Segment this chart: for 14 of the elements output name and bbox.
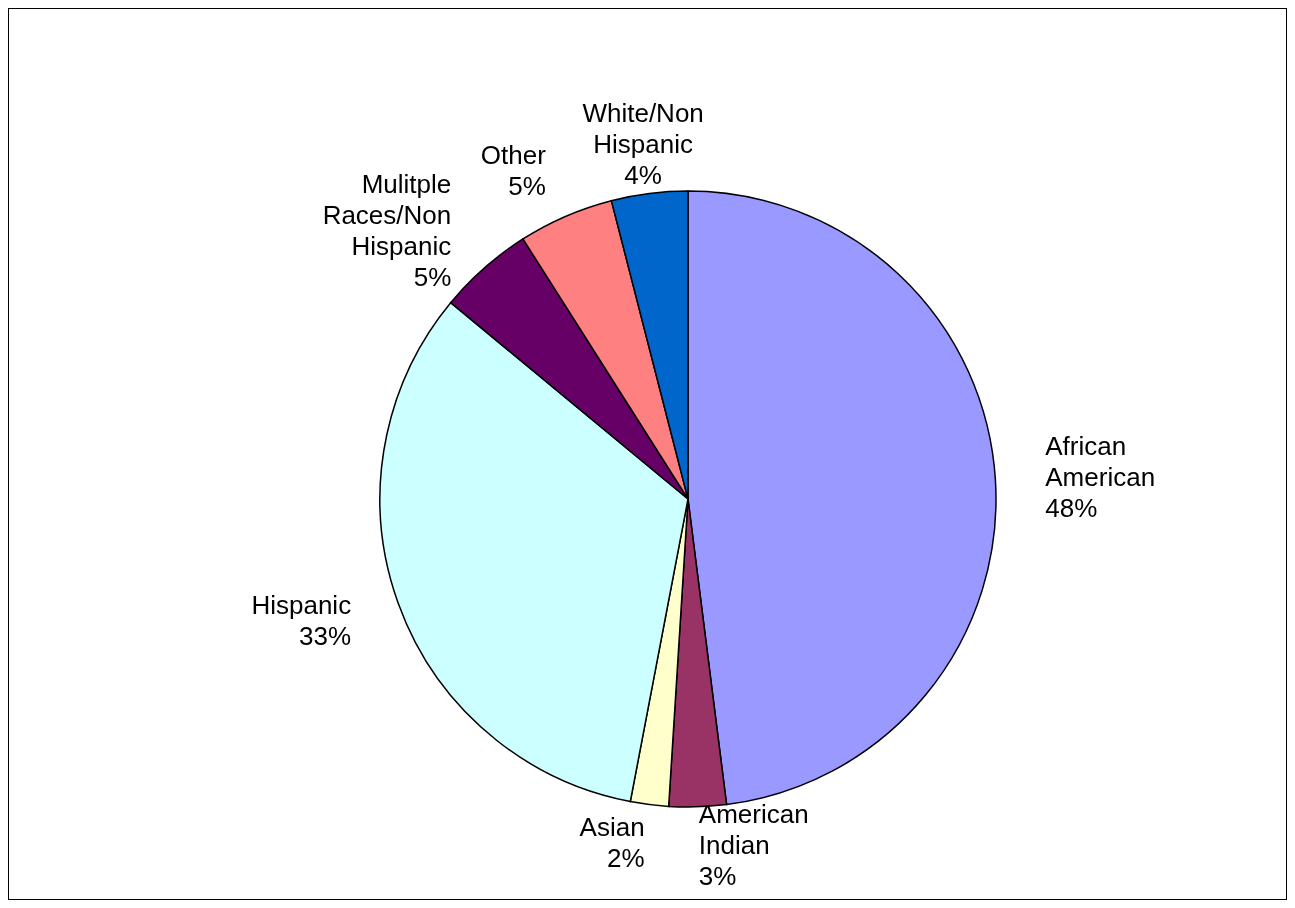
data-label: 5% bbox=[413, 261, 452, 292]
slice-label: Asian bbox=[579, 811, 645, 842]
slice-label: White/Non Hispanic bbox=[582, 97, 704, 159]
slice-label: Other bbox=[480, 139, 547, 170]
slice-label: Mulitple Races/Non Hispanic bbox=[322, 168, 452, 261]
data-label: 4% bbox=[624, 159, 662, 190]
data-label: 48% bbox=[1045, 492, 1098, 523]
slice-label: African American bbox=[1045, 430, 1156, 492]
slice-label: American Indian bbox=[698, 798, 809, 860]
data-label: 2% bbox=[607, 842, 645, 873]
data-label: 5% bbox=[508, 170, 546, 201]
data-label: 33% bbox=[299, 620, 352, 651]
slice-label: Hispanic bbox=[251, 589, 352, 620]
data-label: 3% bbox=[698, 860, 737, 891]
